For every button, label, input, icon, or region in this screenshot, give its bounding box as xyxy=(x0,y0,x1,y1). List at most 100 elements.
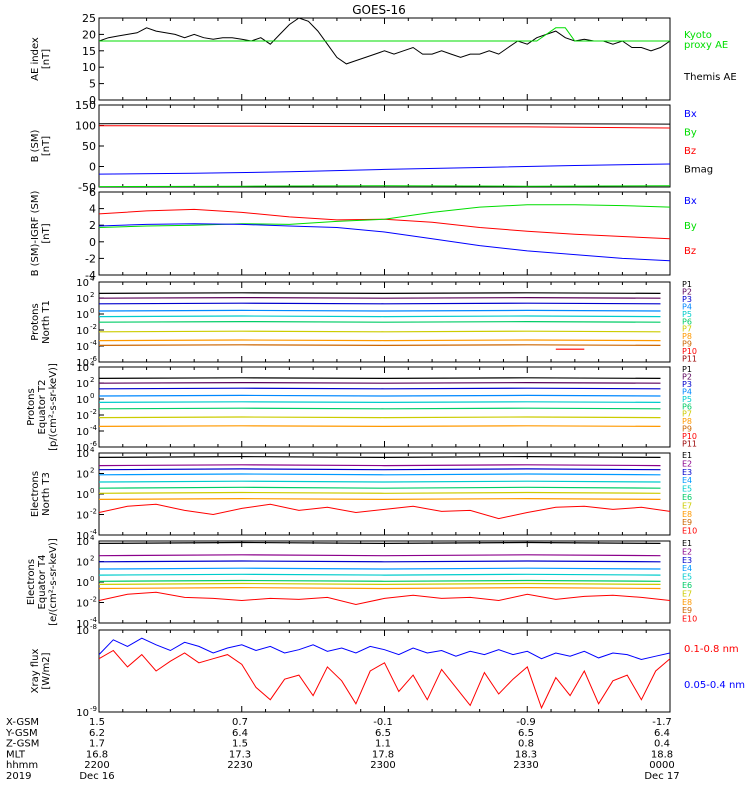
y-tick-label: 0 xyxy=(89,161,96,174)
y-tick-label: 10 xyxy=(76,395,89,406)
ephem-value: -0.1 xyxy=(373,717,393,728)
y-tick-label: 4 xyxy=(89,203,96,216)
y-axis-label: AE index xyxy=(30,37,41,81)
series-kyoto-proxy-ae xyxy=(99,27,670,42)
ephem-value: 2230 xyxy=(227,760,252,771)
ephem-value: 6.4 xyxy=(232,728,248,739)
y-tick-exponent: 0 xyxy=(90,575,94,583)
ephem-value: 2330 xyxy=(513,760,538,771)
y-tick-label: 10 xyxy=(76,599,89,610)
series-bx xyxy=(99,163,670,175)
legend-item: E4 xyxy=(682,476,692,485)
y-tick-exponent: 0 xyxy=(90,487,94,495)
channel-line xyxy=(99,394,661,397)
ephem-row-label: X-GSM xyxy=(6,717,39,728)
plot-area xyxy=(99,18,670,65)
ephem-value: 2300 xyxy=(370,760,395,771)
y-tick-exponent: -2 xyxy=(90,596,97,604)
channel-line-noisy xyxy=(99,591,670,606)
y-tick-label: 10 xyxy=(76,326,89,337)
legend-item: P8 xyxy=(682,417,692,426)
panel-frame xyxy=(98,366,671,448)
channel-line xyxy=(99,541,661,545)
channel-line xyxy=(99,302,661,305)
series-bz xyxy=(99,125,670,129)
channel-line-noisy xyxy=(99,503,670,520)
y-tick-exponent: 2 xyxy=(90,376,94,384)
channel-line xyxy=(99,377,661,379)
y-axis-label: North T3 xyxy=(41,472,52,516)
legend-item: By xyxy=(684,128,697,139)
channel-line xyxy=(99,468,661,471)
ephemeris-table: X-GSM 1.5 0.7 -0.1 -0.9 -1.7 Y-GSM 6.2 6.4 6.5 6.5… xyxy=(5,717,680,782)
y-axis-label: Xray flux xyxy=(30,649,41,694)
ephem-value: 1.7 xyxy=(89,739,105,750)
legend-item: P3 xyxy=(682,380,692,389)
legend-item: P3 xyxy=(682,295,692,304)
y-axis-label: B (SM) xyxy=(30,129,41,162)
channel-line xyxy=(99,425,661,427)
y-axis-label: Electrons xyxy=(30,471,41,517)
channel-line xyxy=(99,560,661,563)
plot-area xyxy=(99,377,661,427)
legend-item: P2 xyxy=(682,372,692,381)
y-axis-label: [nT] xyxy=(41,49,52,69)
ephem-year: 2019 xyxy=(6,771,31,782)
legend-item: P7 xyxy=(682,325,692,334)
y-tick-label: 10 xyxy=(76,411,89,422)
y-tick-label: 25 xyxy=(82,12,96,25)
y-tick-label: 50 xyxy=(82,140,96,153)
legend-item: P6 xyxy=(682,317,692,326)
y-axis-label: [p/(cm²-s-sr-keV)] xyxy=(48,363,59,451)
legend-item: Themis AE xyxy=(683,72,737,83)
y-tick-label: 5 xyxy=(89,78,96,91)
y-tick-exponent: -6 xyxy=(90,440,98,448)
y-tick-label: 20 xyxy=(82,28,96,41)
y-tick-label: 6 xyxy=(89,186,96,199)
ephem-value: 18.8 xyxy=(651,749,673,760)
y-tick-exponent: 2 xyxy=(90,555,94,563)
plot-area xyxy=(99,637,670,710)
y-tick-exponent: -2 xyxy=(90,508,97,516)
legend-item: E2 xyxy=(682,547,692,556)
legend-item: P7 xyxy=(682,410,692,419)
legend-item: proxy AE xyxy=(684,40,728,51)
panel-frame xyxy=(98,17,671,101)
y-tick-label: 10 xyxy=(76,470,89,481)
ephem-value: 0000 xyxy=(649,760,674,771)
ephem-value: -0.9 xyxy=(516,717,536,728)
channel-line xyxy=(99,586,661,590)
channel-line xyxy=(99,292,661,294)
channel-line xyxy=(99,330,661,333)
panel-frame xyxy=(98,540,671,624)
y-tick-label: 10 xyxy=(82,61,96,74)
ephem-value: 6.4 xyxy=(654,728,670,739)
channel-line xyxy=(99,497,661,501)
legend-item: 0.05-0.4 nm xyxy=(684,680,745,691)
ephem-value: 18.3 xyxy=(515,749,537,760)
y-tick-label: 10 xyxy=(76,310,89,321)
channel-line xyxy=(99,582,661,586)
y-tick-label: 10 xyxy=(76,626,89,637)
channel-line xyxy=(99,455,661,459)
legend-item: P10 xyxy=(682,347,697,356)
legend-item: E6 xyxy=(682,581,692,590)
y-axis-label: [W/m2] xyxy=(41,652,52,689)
y-tick-label: 10 xyxy=(76,558,89,569)
channel-line xyxy=(99,480,661,483)
ephem-value: 17.8 xyxy=(372,749,394,760)
legend-item: E9 xyxy=(682,518,692,527)
ephem-value: 6.2 xyxy=(89,728,105,739)
y-axis-label: [nT] xyxy=(41,136,52,156)
ephem-value: 0.8 xyxy=(518,739,534,750)
legend-item: E1 xyxy=(682,451,692,460)
panel-b_igrf: 6 4 2 0 -2 -4 B (SM)-IGRF (SM) [nT] Bx By Bz xyxy=(30,186,697,282)
y-tick-exponent: -8 xyxy=(90,623,97,631)
